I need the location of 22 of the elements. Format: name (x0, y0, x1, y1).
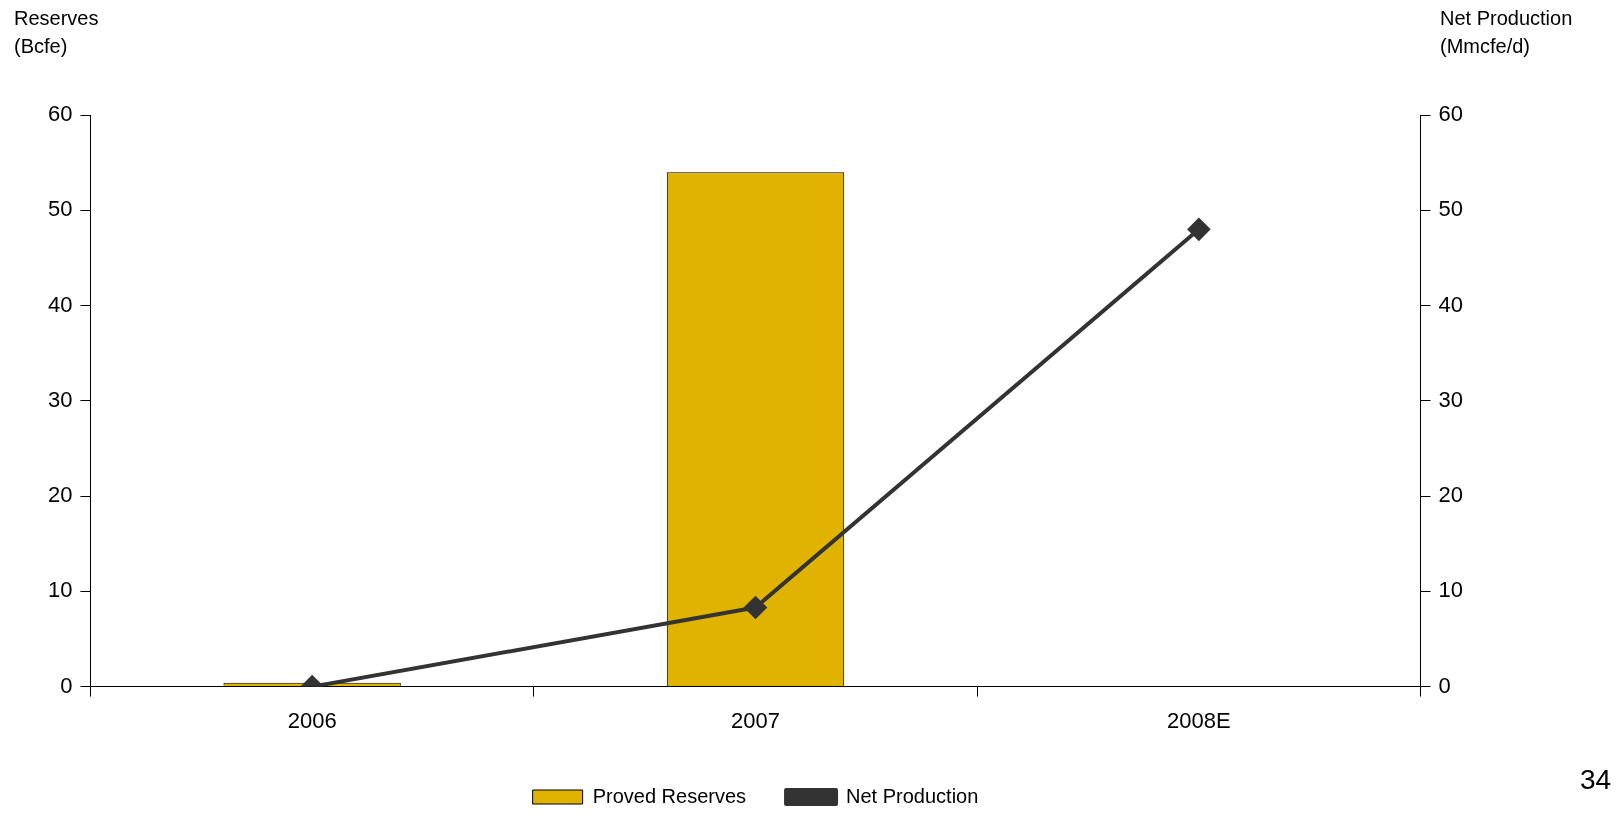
y2-tick-label: 0 (1438, 672, 1451, 698)
y2-tick-label: 50 (1438, 196, 1464, 222)
x-tick-label: 2006 (287, 707, 337, 733)
x-tick-label: 2008E (1167, 707, 1231, 733)
legend-label: Proved Reserves (592, 784, 747, 807)
y-tick-label: 50 (47, 196, 73, 222)
y2-tick-label: 10 (1438, 577, 1464, 603)
y2-tick-label: 40 (1438, 291, 1464, 317)
y-tick-label: 0 (60, 672, 73, 698)
y-axis-title: Reserves (Bcfe) (14, 6, 99, 59)
y-tick-label: 60 (47, 101, 73, 127)
x-tick-label: 2007 (731, 707, 780, 733)
y-tick-label: 30 (47, 386, 73, 412)
y2-tick-label: 30 (1438, 386, 1464, 412)
y2-axis-title: Net Production (Mmcfe/d) (1440, 6, 1573, 59)
y2-tick-label: 60 (1438, 101, 1464, 127)
text: 34 (1580, 763, 1612, 797)
y-tick-label: 20 (47, 482, 73, 508)
legend-label: Net Production (846, 784, 979, 807)
y-tick-label: 10 (47, 577, 73, 603)
y-tick-label: 40 (47, 291, 73, 317)
y2-tick-label: 20 (1438, 482, 1464, 508)
